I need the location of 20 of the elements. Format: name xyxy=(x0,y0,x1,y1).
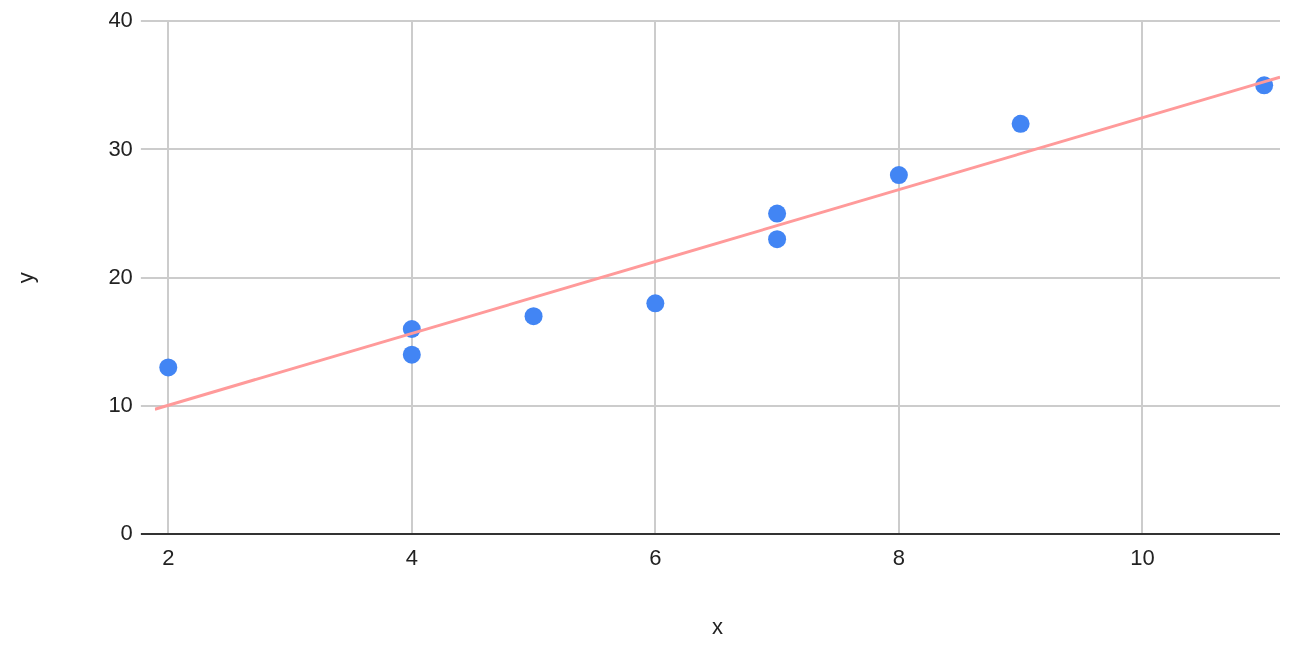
point xyxy=(646,294,665,313)
y-tick-label: 40 xyxy=(108,7,133,33)
point xyxy=(889,166,908,185)
point xyxy=(524,307,543,326)
x-axis-title: x xyxy=(711,613,723,639)
y-tick-label: 30 xyxy=(108,135,133,161)
point xyxy=(159,358,178,377)
point xyxy=(768,230,787,249)
x-tick-label: 8 xyxy=(892,545,905,571)
y-tick-label: 10 xyxy=(108,392,133,418)
point xyxy=(768,204,787,223)
x-tick-label: 4 xyxy=(405,545,418,571)
y-axis-title: y xyxy=(13,272,39,284)
y-tick-label: 0 xyxy=(120,520,133,546)
x-tick-label: 2 xyxy=(162,545,175,571)
point xyxy=(402,345,421,364)
x-tick-label: 6 xyxy=(649,545,662,571)
x-tick-label: 10 xyxy=(1130,545,1155,571)
y-tick-label: 20 xyxy=(108,263,133,289)
point xyxy=(1011,114,1030,133)
